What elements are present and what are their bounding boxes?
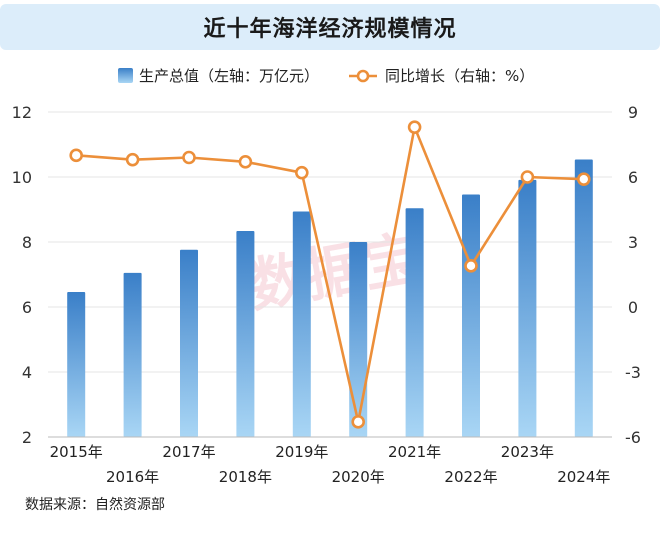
x-tick-label: 2016年 xyxy=(106,468,159,486)
bar-2021年 xyxy=(405,208,424,437)
x-tick-label: 2022年 xyxy=(444,468,497,486)
right-tick-label: -3 xyxy=(625,363,641,382)
x-tick-label: 2021年 xyxy=(388,443,441,461)
right-tick-label: 9 xyxy=(628,103,638,122)
bar-2018年 xyxy=(236,230,255,437)
bar-2020年 xyxy=(349,242,368,437)
left-tick-label: 4 xyxy=(22,363,32,382)
x-tick-label: 2017年 xyxy=(162,443,215,461)
growth-line xyxy=(76,125,584,424)
chart-title: 近十年海洋经济规模情况 xyxy=(203,17,457,42)
growth-point-2017年 xyxy=(182,150,196,165)
bar-2019年 xyxy=(292,211,311,437)
growth-point-2018年 xyxy=(238,155,253,169)
x-tick-label: 2015年 xyxy=(50,443,103,461)
growth-point-2019年 xyxy=(294,165,309,180)
x-tick-label: 2024年 xyxy=(557,468,610,486)
growth-point-2015年 xyxy=(69,148,83,163)
legend-line-marker xyxy=(356,69,370,83)
growth-point-2022年 xyxy=(464,259,478,273)
growth-point-2016年 xyxy=(125,152,140,167)
legend-bar-swatch xyxy=(118,68,133,83)
bar-2015年 xyxy=(67,292,86,437)
source-note: 数据来源：自然资源部 xyxy=(25,497,165,513)
right-tick-label: 0 xyxy=(628,298,638,317)
growth-point-2024年 xyxy=(576,172,591,186)
bar-2017年 xyxy=(180,249,198,437)
bar-2024年 xyxy=(574,159,593,437)
x-tick-label: 2020年 xyxy=(332,468,385,486)
left-tick-label: 12 xyxy=(12,103,32,122)
growth-point-2020年 xyxy=(351,415,366,429)
left-tick-label: 10 xyxy=(12,168,32,187)
bar-2016年 xyxy=(123,272,142,437)
left-tick-label: 8 xyxy=(22,233,32,252)
right-tick-label: -6 xyxy=(625,428,641,447)
title-bar: 近十年海洋经济规模情况 xyxy=(0,4,660,50)
x-tick-label: 2018年 xyxy=(219,468,272,486)
legend-line-label: 同比增长（右轴：%） xyxy=(385,67,534,85)
right-tick-label: 3 xyxy=(628,233,638,252)
bar-2023年 xyxy=(518,179,537,438)
watermark-text: 数据宝 xyxy=(243,223,426,320)
x-tick-label: 2019年 xyxy=(275,443,328,461)
legend-bar-label: 生产总值（左轴：万亿元） xyxy=(139,67,319,85)
growth-point-2021年 xyxy=(407,120,422,134)
right-tick-label: 6 xyxy=(628,168,638,187)
left-tick-label: 2 xyxy=(22,428,32,447)
x-tick-label: 2023年 xyxy=(501,443,554,461)
left-tick-label: 6 xyxy=(22,298,32,317)
growth-point-2023年 xyxy=(520,170,535,184)
bar-2022年 xyxy=(462,194,480,437)
